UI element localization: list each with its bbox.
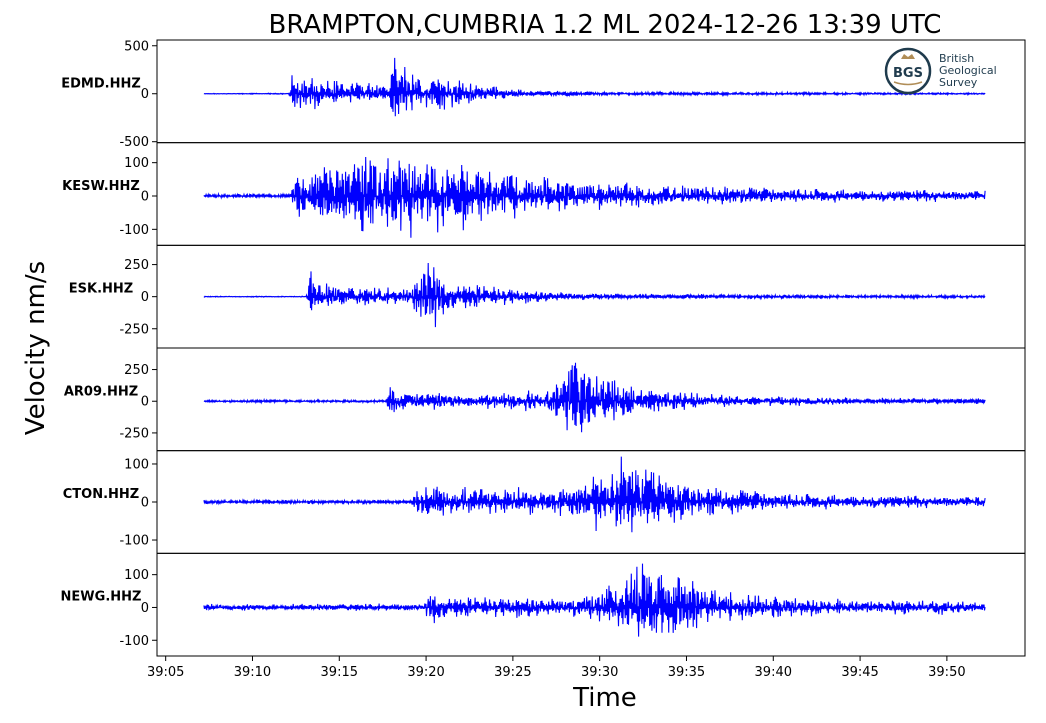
y-tick-label: 100 [124, 156, 149, 171]
x-tick-label: 39:45 [841, 665, 878, 680]
crown-icon [901, 54, 915, 59]
logo-mark: BGS [893, 66, 923, 81]
x-tick-label: 39:20 [407, 665, 444, 680]
trace-panel-ar09-hhz: AR09.HHZ 250 0 -250 [64, 347, 1026, 452]
y-tick-label: -250 [119, 426, 149, 441]
x-tick-label: 39:35 [668, 665, 705, 680]
panel-frame [156, 552, 1026, 657]
y-tick-label: -100 [119, 223, 149, 238]
logo-text-line: Survey [939, 76, 978, 89]
station-label: CTON.HHZ [63, 487, 139, 502]
y-tick-label: 100 [124, 568, 149, 583]
y-tick-label: -100 [119, 534, 149, 549]
x-tick-label: 39:30 [581, 665, 618, 680]
x-axis-label: Time [572, 683, 637, 713]
logo-text-line: Geological [939, 64, 997, 77]
y-axis-label: Velocity nm/s [21, 261, 51, 435]
y-tick-label: -250 [119, 322, 149, 337]
y-tick-label: 500 [124, 39, 149, 54]
trace-panel-kesw-hhz: KESW.HHZ 100 0 -100 [62, 142, 1026, 246]
y-tick-label: 0 [141, 87, 149, 102]
logo-ring [884, 47, 932, 95]
x-tick-label: 39:50 [928, 665, 965, 680]
y-tick-label: 0 [141, 601, 149, 616]
trace-panel-cton-hhz: CTON.HHZ 100 0 -100 [63, 450, 1026, 554]
x-tick-label: 39:40 [755, 665, 792, 680]
station-label: NEWG.HHZ [61, 590, 142, 605]
waveform-edmd-hhz [203, 57, 986, 117]
station-label: KESW.HHZ [62, 179, 140, 194]
waveform-ar09-hhz [203, 362, 986, 433]
y-tick-label: 100 [124, 457, 149, 472]
trace-panel-newg-hhz: NEWG.HHZ 100 0 -100 [61, 552, 1026, 657]
x-tick-label: 39:25 [494, 665, 531, 680]
chart-title: BRAMPTON,CUMBRIA 1.2 ML 2024-12-26 13:39… [269, 10, 942, 40]
x-tick-label: 39:05 [147, 665, 184, 680]
waveform-kesw-hhz [203, 156, 986, 238]
trace-panels: EDMD.HHZ 500 0 -500 KESW.HHZ 100 0 -100 ESK.HHZ 2… [61, 39, 1026, 657]
x-tick-label: 39:10 [234, 665, 271, 680]
waveform-esk-hhz [203, 262, 986, 328]
x-tick-label: 39:15 [321, 665, 358, 680]
y-tick-label: 250 [124, 363, 149, 378]
waveform-newg-hhz [203, 563, 986, 637]
station-label: AR09.HHZ [64, 384, 138, 399]
x-axis: 39:05 39:10 39:15 39:20 39:25 39:30 39:35 39:40… [147, 656, 966, 680]
station-label: EDMD.HHZ [61, 76, 141, 91]
station-label: ESK.HHZ [69, 282, 133, 297]
logo-text-line: British [939, 52, 974, 65]
trace-panel-esk-hhz: ESK.HHZ 250 0 -250 [69, 244, 1026, 349]
trace-panel-edmd-hhz: EDMD.HHZ 500 0 -500 [61, 39, 1026, 150]
logo-strata [893, 81, 923, 86]
y-tick-label: -100 [119, 634, 149, 649]
waveform-cton-hhz [203, 456, 986, 533]
y-tick-label: 0 [141, 190, 149, 205]
y-tick-label: -500 [119, 135, 149, 150]
y-tick-label: 0 [141, 395, 149, 410]
y-tick-label: 0 [141, 496, 149, 511]
y-tick-label: 250 [124, 258, 149, 273]
y-tick-label: 0 [141, 290, 149, 305]
